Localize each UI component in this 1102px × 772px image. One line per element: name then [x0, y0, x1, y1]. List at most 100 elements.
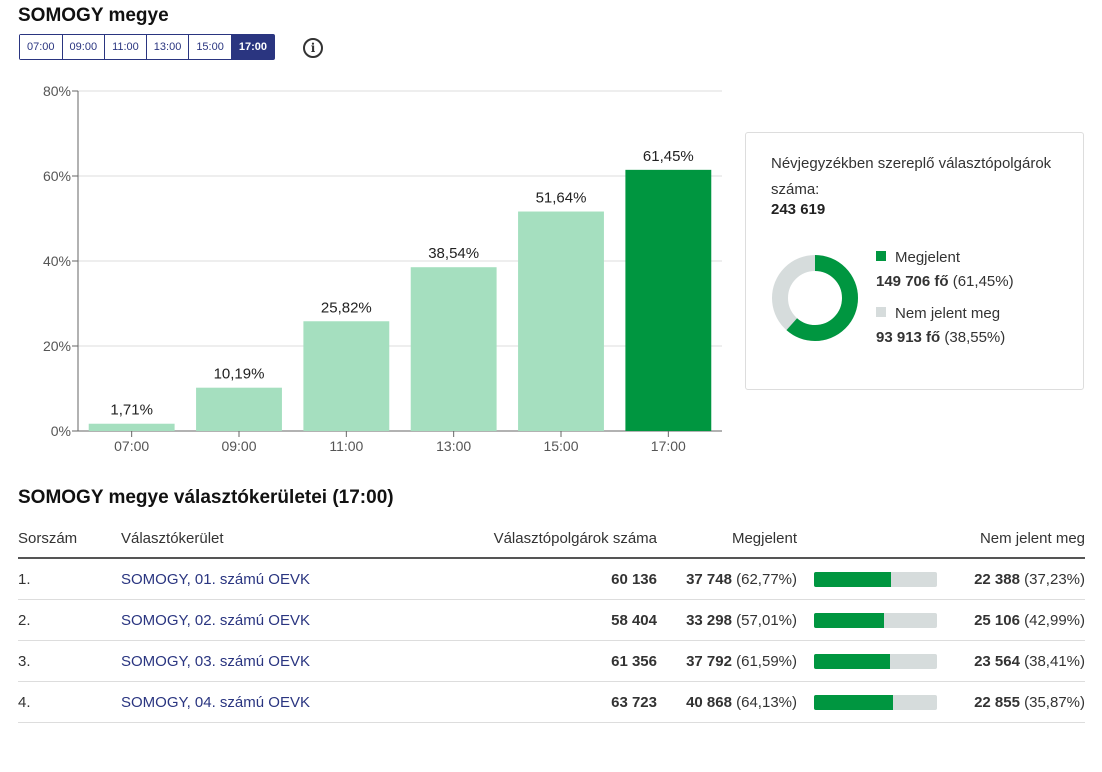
col-number: Sorszám — [18, 519, 121, 559]
bar-value-label: 25,82% — [321, 299, 372, 316]
row-bar — [797, 681, 937, 723]
info-icon[interactable]: i — [303, 38, 323, 58]
col-bar — [797, 519, 937, 559]
y-tick-label: 20% — [43, 338, 71, 354]
legend-voted: Megjelent — [876, 249, 960, 266]
donut-voted — [772, 255, 858, 341]
row-district: SOMOGY, 04. számú OEVK — [121, 681, 401, 723]
row-not-voted: 22 855 (35,87%) — [937, 681, 1085, 723]
y-tick-label: 40% — [43, 253, 71, 269]
bar-value-label: 51,64% — [536, 190, 587, 207]
turnout-bar-chart: 0% 20% 40% 60% 80% 1,71% 07:00 10,19% 09:00 25,82… — [43, 83, 722, 454]
not-voted-pct: (42,99%) — [1024, 611, 1085, 629]
tab-1300[interactable]: 13:00 — [146, 35, 190, 59]
turnout-bar — [814, 694, 937, 710]
row-voters: 60 136 — [401, 558, 657, 600]
col-voted: Megjelent — [657, 519, 797, 559]
row-not-voted: 25 106 (42,99%) — [937, 599, 1085, 641]
not-voted-value: 25 106 — [974, 611, 1020, 629]
tab-0700[interactable]: 07:00 — [20, 35, 63, 59]
y-tick-label: 0% — [51, 423, 71, 439]
tab-1500[interactable]: 15:00 — [189, 35, 232, 59]
legend-not-voted: Nem jelent meg — [876, 305, 1000, 322]
bar-1300 — [410, 267, 497, 431]
not-voted-pct: (37,23%) — [1024, 570, 1085, 588]
voted-label: Megjelent — [895, 249, 961, 266]
row-district: SOMOGY, 02. számú OEVK — [121, 599, 401, 641]
row-not-voted: 22 388 (37,23%) — [937, 558, 1085, 600]
turnout-bar — [814, 653, 937, 669]
row-voted: 37 748 (62,77%) — [657, 558, 797, 600]
voted-pct: (62,77%) — [736, 570, 797, 588]
bar-value-label: 1,71% — [110, 402, 153, 419]
bar-1500 — [518, 211, 604, 431]
y-tick-label: 80% — [43, 83, 71, 99]
x-tick-label: 09:00 — [221, 438, 256, 454]
turnout-bar — [814, 612, 937, 628]
x-tick-label: 11:00 — [329, 438, 363, 454]
bar-0700 — [88, 423, 175, 431]
col-district: Választókerület — [121, 519, 401, 559]
bar-value-label: 61,45% — [643, 148, 694, 165]
turnout-bar-fill — [814, 612, 885, 628]
voted-value: 40 868 — [686, 693, 732, 711]
voted-pct: (57,01%) — [736, 611, 797, 629]
row-district: SOMOGY, 01. számú OEVK — [121, 558, 401, 600]
x-tick-label: 07:00 — [114, 438, 149, 454]
turnout-bar-fill — [814, 694, 893, 710]
not-voted-pct: (38,55%) — [944, 329, 1006, 346]
bar-value-label: 10,19% — [214, 366, 265, 383]
table-header: Sorszám Választókerület Választópolgárok… — [18, 519, 1085, 559]
district-link[interactable]: SOMOGY, 03. számú OEVK — [121, 652, 310, 670]
districts-table: Sorszám Választókerület Választópolgárok… — [18, 519, 1085, 723]
turnout-bar-fill — [814, 653, 890, 669]
not-voted-label: Nem jelent meg — [895, 305, 1001, 322]
tab-0900[interactable]: 09:00 — [62, 35, 106, 59]
not-voted-pct: (38,41%) — [1024, 652, 1085, 670]
not-voted-pct: (35,87%) — [1024, 693, 1085, 711]
row-number: 2. — [18, 599, 121, 641]
voted-count: 149 706 fő (61,45%) — [876, 273, 1014, 290]
row-number: 3. — [18, 640, 121, 682]
row-not-voted: 23 564 (38,41%) — [937, 640, 1085, 682]
y-tick-label: 60% — [43, 168, 71, 184]
not-voted-value: 22 388 — [974, 570, 1020, 588]
district-link[interactable]: SOMOGY, 02. számú OEVK — [121, 611, 310, 629]
tab-1100[interactable]: 11:00 — [105, 35, 147, 59]
district-link[interactable]: SOMOGY, 04. számú OEVK — [121, 693, 310, 711]
voted-value: 33 298 — [686, 611, 732, 629]
col-voters: Választópolgárok száma — [401, 519, 657, 559]
col-not-voted: Nem jelent meg — [937, 519, 1085, 559]
voted-swatch — [876, 251, 886, 261]
voted-pct: (61,59%) — [736, 652, 797, 670]
voted-pct: (64,13%) — [736, 693, 797, 711]
district-link[interactable]: SOMOGY, 01. számú OEVK — [121, 570, 310, 588]
table-row: 3. SOMOGY, 03. számú OEVK 61 356 37 792 (61… — [18, 640, 1085, 682]
registered-label: Névjegyzékben szereplő választópolgárok … — [771, 155, 1052, 198]
tab-1700[interactable]: 17:00 — [231, 35, 274, 59]
voters-value: 61 356 — [611, 652, 657, 670]
voted-value: 37 748 — [686, 570, 732, 588]
row-voted: 33 298 (57,01%) — [657, 599, 797, 641]
voted-value: 37 792 — [686, 652, 732, 670]
not-voted-count: 93 913 fő (38,55%) — [876, 329, 1005, 346]
turnout-bar — [814, 571, 937, 587]
turnout-bar-fill — [814, 571, 892, 587]
summary-card: Névjegyzékben szereplő választópolgárok … — [745, 132, 1084, 390]
row-voters: 58 404 — [401, 599, 657, 641]
voted-pct: (61,45%) — [952, 273, 1014, 290]
row-voters: 63 723 — [401, 681, 657, 723]
row-bar — [797, 599, 937, 641]
bar-0900 — [196, 387, 282, 431]
bar-1700 — [625, 169, 712, 431]
page-title: SOMOGY megye — [18, 5, 169, 26]
time-tabs: 07:00 09:00 11:00 13:00 15:00 17:00 — [19, 34, 275, 60]
row-voted: 40 868 (64,13%) — [657, 681, 797, 723]
row-voters: 61 356 — [401, 640, 657, 682]
voted-value: 149 706 fő — [876, 273, 949, 290]
x-tick-label: 15:00 — [543, 438, 578, 454]
row-bar — [797, 558, 937, 600]
row-number: 1. — [18, 558, 121, 600]
x-tick-label: 17:00 — [651, 438, 686, 454]
registered-value: 243 619 — [771, 201, 826, 218]
